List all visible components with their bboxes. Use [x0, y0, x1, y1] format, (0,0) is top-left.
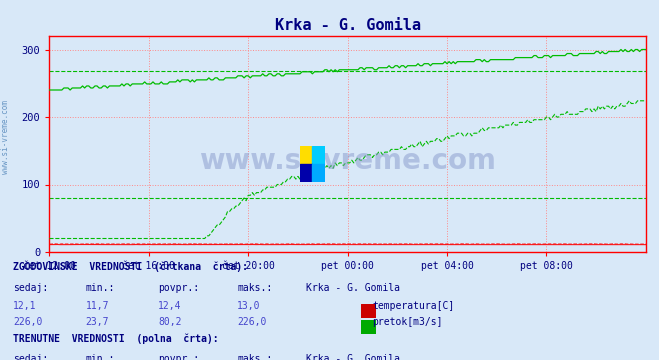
Text: TRENUTNE  VREDNOSTI  (polna  črta):: TRENUTNE VREDNOSTI (polna črta):: [13, 333, 219, 343]
Text: 12,1: 12,1: [13, 301, 37, 311]
Text: povpr.:: povpr.:: [158, 354, 199, 360]
Text: 226,0: 226,0: [237, 317, 267, 327]
Text: sedaj:: sedaj:: [13, 354, 48, 360]
Bar: [312, 164, 325, 182]
Text: maks.:: maks.:: [237, 283, 272, 293]
Bar: [312, 146, 325, 164]
Text: pretok[m3/s]: pretok[m3/s]: [372, 317, 443, 327]
Text: min.:: min.:: [86, 283, 115, 293]
Text: temperatura[C]: temperatura[C]: [372, 301, 455, 311]
Title: Krka - G. Gomila: Krka - G. Gomila: [275, 18, 420, 33]
Text: min.:: min.:: [86, 354, 115, 360]
Text: Krka - G. Gomila: Krka - G. Gomila: [306, 283, 401, 293]
Text: www.si-vreme.com: www.si-vreme.com: [199, 147, 496, 175]
Text: ZGODOVINSKE  VREDNOSTI  (črtkana  črta):: ZGODOVINSKE VREDNOSTI (črtkana črta):: [13, 261, 248, 271]
Text: povpr.:: povpr.:: [158, 283, 199, 293]
Text: 12,4: 12,4: [158, 301, 182, 311]
Text: maks.:: maks.:: [237, 354, 272, 360]
Text: www.si-vreme.com: www.si-vreme.com: [1, 100, 10, 174]
Text: 11,7: 11,7: [86, 301, 109, 311]
Bar: [300, 146, 312, 164]
Text: 13,0: 13,0: [237, 301, 261, 311]
Text: 226,0: 226,0: [13, 317, 43, 327]
Text: Krka - G. Gomila: Krka - G. Gomila: [306, 354, 401, 360]
Text: 23,7: 23,7: [86, 317, 109, 327]
Bar: [300, 164, 312, 182]
Text: 80,2: 80,2: [158, 317, 182, 327]
Text: sedaj:: sedaj:: [13, 283, 48, 293]
